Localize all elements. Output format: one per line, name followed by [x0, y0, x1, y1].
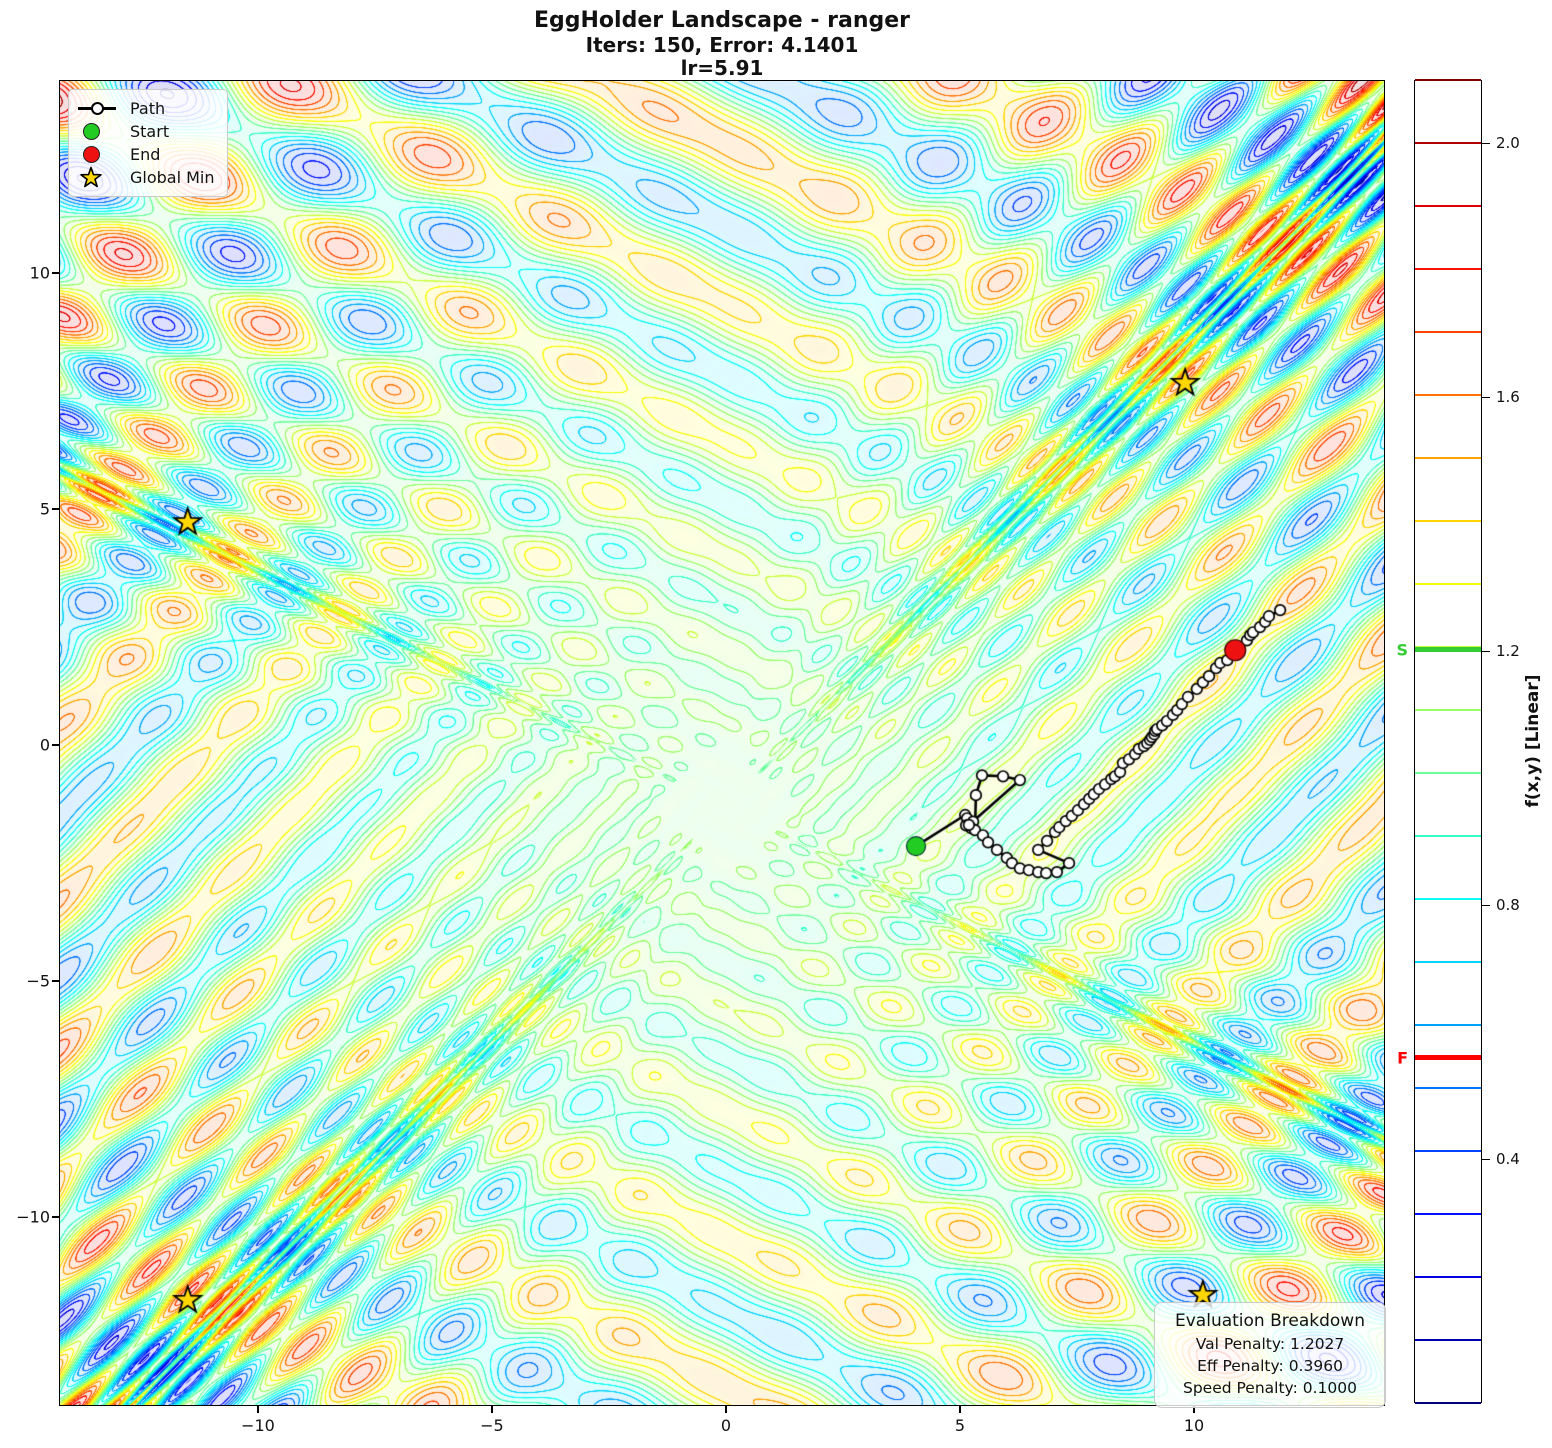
colorbar-axis-label: f(x,y) [Linear]: [1523, 674, 1543, 808]
colorbar-level-line: [1415, 456, 1481, 460]
colorbar-level-line: [1415, 267, 1481, 271]
start-marker-icon: [78, 122, 122, 142]
evaluation-breakdown-box: Evaluation Breakdown Val Penalty: 1.2027…: [1154, 1302, 1386, 1408]
legend-item-end: End: [78, 143, 215, 166]
colorbar-level-line: [1415, 330, 1481, 334]
colorbar-level-line: [1415, 645, 1481, 649]
colorbar-level-line: [1415, 141, 1481, 145]
colorbar-level-line: [1415, 834, 1481, 838]
colorbar-level-line: [1415, 771, 1481, 775]
title-learning-rate: lr=5.91: [680, 56, 764, 80]
legend-label: Start: [130, 122, 170, 141]
title-main: EggHolder Landscape - ranger: [533, 8, 911, 33]
legend-label: Path: [130, 99, 166, 118]
colorbar-tick-mark: [1482, 142, 1490, 145]
colorbar-level-line: [1415, 582, 1481, 586]
y-tick-label: 10: [29, 263, 50, 283]
y-tick-mark: [52, 508, 59, 510]
speed-penalty-text: Speed Penalty: 0.1000: [1183, 1379, 1357, 1397]
y-tick-mark: [52, 744, 59, 746]
x-tick-mark: [1193, 1406, 1195, 1413]
colorbar-level-line: [1415, 1401, 1481, 1405]
colorbar-level-line: [1415, 960, 1481, 964]
x-tick-label: 0: [720, 1416, 732, 1435]
colorbar-level-line: [1415, 1212, 1481, 1216]
colorbar-tick-mark: [1482, 1158, 1490, 1161]
y-tick-mark: [52, 1216, 59, 1218]
colorbar-final-line: [1415, 1055, 1481, 1061]
y-tick-label: −5: [26, 971, 50, 991]
y-tick-label: −10: [16, 1207, 50, 1227]
colorbar-level-line: [1415, 519, 1481, 523]
colorbar-start-label: S: [1396, 640, 1408, 660]
x-tick-mark: [491, 1406, 493, 1413]
colorbar-tick-label: 1.6: [1496, 388, 1520, 407]
evaluation-breakdown-title: Evaluation Breakdown: [1175, 1311, 1365, 1331]
colorbar-level-line: [1415, 1149, 1481, 1153]
x-tick-label: 10: [1183, 1416, 1205, 1435]
y-tick-label: 0: [39, 735, 50, 755]
end-marker-icon: [78, 145, 122, 165]
colorbar-level-line: [1415, 1086, 1481, 1090]
colorbar-level-line: [1415, 204, 1481, 208]
path-line-icon: [78, 99, 122, 119]
legend-label: Global Min: [130, 168, 215, 187]
colorbar-level-line: [1415, 393, 1481, 397]
chart-title: EggHolder Landscape - ranger Iters: 150,…: [59, 8, 1385, 80]
colorbar-level-line: [1415, 708, 1481, 712]
legend-item-start: Start: [78, 120, 215, 143]
colorbar-start-line: [1415, 647, 1481, 653]
x-tick-label: −10: [241, 1416, 275, 1435]
legend-item-global-min: Global Min: [78, 166, 215, 189]
legend-item-path: Path: [78, 97, 215, 120]
x-tick-mark: [257, 1406, 259, 1413]
colorbar-level-line: [1415, 897, 1481, 901]
contour-plot-canvas: [59, 80, 1385, 1406]
colorbar-level-line: [1415, 1275, 1481, 1279]
y-tick-mark: [52, 272, 59, 274]
colorbar-level-line: [1415, 1023, 1481, 1027]
colorbar-tick-mark: [1482, 904, 1490, 907]
colorbar-level-line: [1415, 1338, 1481, 1342]
legend-label: End: [130, 145, 161, 164]
colorbar-level-line: [1415, 78, 1481, 82]
colorbar-tick-mark: [1482, 396, 1490, 399]
star-icon: [78, 166, 122, 188]
colorbar-tick-label: 0.4: [1496, 1150, 1520, 1169]
colorbar-tick-label: 1.2: [1496, 642, 1520, 661]
legend: Path Start End Global Min: [68, 89, 228, 197]
colorbar-tick-label: 2.0: [1496, 134, 1520, 153]
y-tick-label: 5: [39, 499, 50, 519]
val-penalty-text: Val Penalty: 1.2027: [1195, 1335, 1345, 1353]
y-tick-mark: [52, 980, 59, 982]
colorbar-final-label: F: [1397, 1048, 1408, 1068]
x-tick-label: 5: [954, 1416, 966, 1435]
x-tick-mark: [725, 1406, 727, 1413]
colorbar: [1414, 80, 1482, 1403]
colorbar-tick-mark: [1482, 650, 1490, 653]
x-tick-label: −5: [480, 1416, 504, 1435]
eff-penalty-text: Eff Penalty: 0.3960: [1197, 1357, 1343, 1375]
colorbar-tick-label: 0.8: [1496, 896, 1520, 915]
title-iters-error: Iters: 150, Error: 4.1401: [585, 33, 859, 57]
x-tick-mark: [959, 1406, 961, 1413]
